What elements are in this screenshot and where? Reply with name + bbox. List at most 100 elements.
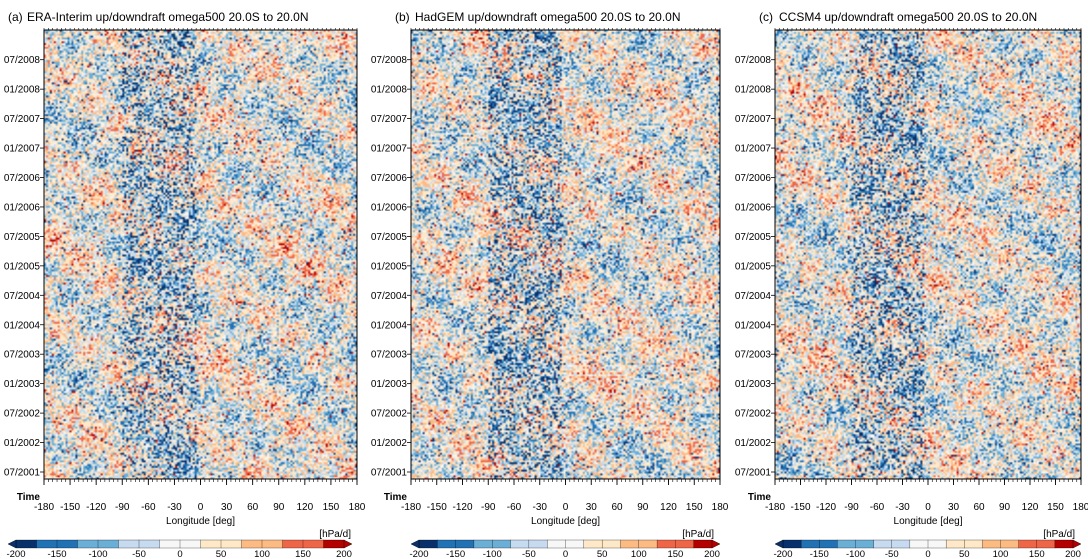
colorbar-swatch bbox=[1036, 539, 1056, 549]
y-tick-label: 01/2007 bbox=[735, 144, 772, 155]
y-tick-label: 01/2004 bbox=[371, 320, 408, 331]
colorbar-swatch bbox=[620, 539, 640, 549]
y-tick-label: 01/2006 bbox=[371, 202, 408, 213]
y-tick-label: 07/2007 bbox=[4, 114, 41, 125]
colorbar-swatch bbox=[1018, 539, 1038, 549]
x-tick-label: -60 bbox=[507, 502, 522, 513]
colorbar-swatch bbox=[964, 539, 983, 549]
y-tick-label: 07/2005 bbox=[371, 232, 408, 243]
x-tick-label: -120 bbox=[816, 502, 836, 513]
y-tick-label: 07/2008 bbox=[371, 55, 408, 66]
colorbar-tick-label: 200 bbox=[336, 549, 352, 559]
y-tick-label: 07/2007 bbox=[371, 114, 408, 125]
colorbar-swatch bbox=[675, 539, 695, 549]
colorbar: -200 -150 -100 -50 0 50 100 150 200 bbox=[409, 539, 721, 559]
colorbar-swatch bbox=[565, 539, 585, 549]
y-tick-label: 07/2001 bbox=[371, 468, 408, 479]
colorbar-tick-label: 0 bbox=[925, 549, 930, 559]
colorbar-swatch bbox=[693, 539, 713, 549]
x-axis-label: Longitude [deg] bbox=[894, 516, 963, 527]
colorbar: -200 -150 -100 -50 0 50 100 150 200 bbox=[6, 539, 353, 559]
chart-panel-2: (c) CCSM4 up/downdraft omega500 20.0S to … bbox=[735, 10, 1088, 559]
colorbar-unit: [hPa/d] bbox=[319, 529, 351, 540]
x-tick-label: 0 bbox=[925, 502, 931, 513]
colorbar-tick-label: 100 bbox=[631, 549, 647, 559]
heatmap-field bbox=[44, 30, 357, 479]
colorbar: -200 -150 -100 -50 0 50 100 150 200 bbox=[773, 539, 1082, 559]
x-tick-label: -30 bbox=[895, 502, 910, 513]
y-tick-label: 01/2006 bbox=[4, 202, 41, 213]
colorbar-swatch bbox=[138, 539, 160, 549]
y-tick-label: 01/2008 bbox=[371, 85, 408, 96]
colorbar-swatch bbox=[200, 539, 222, 549]
colorbar-swatch bbox=[56, 539, 78, 549]
colorbar-tick-label: -100 bbox=[88, 549, 107, 559]
x-tick-label: -90 bbox=[115, 502, 130, 513]
colorbar-swatch bbox=[927, 539, 947, 549]
colorbar-swatch bbox=[601, 539, 621, 549]
x-tick-label: 150 bbox=[1047, 502, 1064, 513]
x-tick-label: 120 bbox=[296, 502, 313, 513]
colorbar-swatch bbox=[36, 539, 58, 549]
x-tick-label: 150 bbox=[686, 502, 703, 513]
colorbar-swatch bbox=[945, 539, 965, 549]
y-tick-label: 07/2005 bbox=[4, 232, 41, 243]
panel-title: (c) bbox=[759, 10, 773, 24]
x-tick-label: -120 bbox=[86, 502, 106, 513]
colorbar-swatch bbox=[528, 539, 548, 549]
colorbar-swatch bbox=[510, 539, 530, 549]
colorbar-tick-label: 150 bbox=[295, 549, 311, 559]
y-tick-label: 07/2003 bbox=[371, 350, 408, 361]
colorbar-swatch bbox=[455, 539, 475, 549]
colorbar-swatch bbox=[323, 539, 345, 549]
colorbar-swatch bbox=[891, 539, 911, 549]
y-tick-label: 01/2003 bbox=[371, 379, 408, 390]
y-tick-label: 07/2007 bbox=[735, 114, 772, 125]
colorbar-max-arrow bbox=[711, 539, 721, 549]
colorbar-swatch bbox=[656, 539, 676, 549]
x-tick-label: 120 bbox=[660, 502, 677, 513]
colorbar-swatch bbox=[909, 539, 929, 549]
colorbar-tick-label: -200 bbox=[773, 549, 792, 559]
y-tick-label: 07/2003 bbox=[4, 350, 41, 361]
colorbar-swatch bbox=[77, 539, 99, 549]
colorbar-swatch bbox=[638, 539, 658, 549]
colorbar-tick-label: 100 bbox=[254, 549, 270, 559]
x-tick-label: -90 bbox=[481, 502, 496, 513]
y-tick-label: 01/2006 bbox=[735, 202, 772, 213]
colorbar-swatch bbox=[118, 539, 140, 549]
y-tick-label: 01/2003 bbox=[735, 379, 772, 390]
x-tick-label: 90 bbox=[273, 502, 285, 513]
colorbar-swatch bbox=[179, 539, 201, 549]
colorbar-min-arrow bbox=[774, 539, 784, 549]
x-tick-label: 180 bbox=[712, 502, 729, 513]
y-tick-label: 07/2002 bbox=[735, 409, 772, 420]
x-tick-label: -60 bbox=[141, 502, 156, 513]
colorbar-swatch bbox=[800, 539, 820, 549]
y-tick-label: 07/2001 bbox=[4, 468, 41, 479]
colorbar-swatch bbox=[1054, 539, 1074, 549]
colorbar-tick-label: -100 bbox=[483, 549, 502, 559]
x-tick-label: 60 bbox=[973, 502, 985, 513]
colorbar-swatch bbox=[15, 539, 37, 549]
chart-panel-1: (b) HadGEM up/downdraft omega500 20.0S to… bbox=[371, 10, 729, 559]
colorbar-swatch bbox=[418, 539, 438, 549]
colorbar-tick-label: -100 bbox=[846, 549, 865, 559]
colorbar-tick-label: 100 bbox=[993, 549, 1009, 559]
colorbar-swatch bbox=[492, 539, 512, 549]
y-tick-label: 07/2008 bbox=[4, 55, 41, 66]
x-tick-label: -120 bbox=[452, 502, 472, 513]
colorbar-tick-label: -50 bbox=[132, 549, 146, 559]
colorbar-tick-label: 150 bbox=[667, 549, 683, 559]
x-tick-label: -150 bbox=[790, 502, 810, 513]
y-tick-label: 07/2006 bbox=[371, 173, 408, 184]
y-tick-label: 07/2005 bbox=[735, 232, 772, 243]
x-tick-label: 0 bbox=[563, 502, 569, 513]
y-tick-label: 07/2006 bbox=[735, 173, 772, 184]
colorbar-swatch bbox=[1000, 539, 1020, 549]
y-tick-label: 01/2002 bbox=[4, 438, 41, 449]
time-axis-label: Time bbox=[17, 492, 41, 503]
x-tick-label: 180 bbox=[1073, 502, 1088, 513]
colorbar-swatch bbox=[159, 539, 181, 549]
x-tick-label: 30 bbox=[221, 502, 233, 513]
